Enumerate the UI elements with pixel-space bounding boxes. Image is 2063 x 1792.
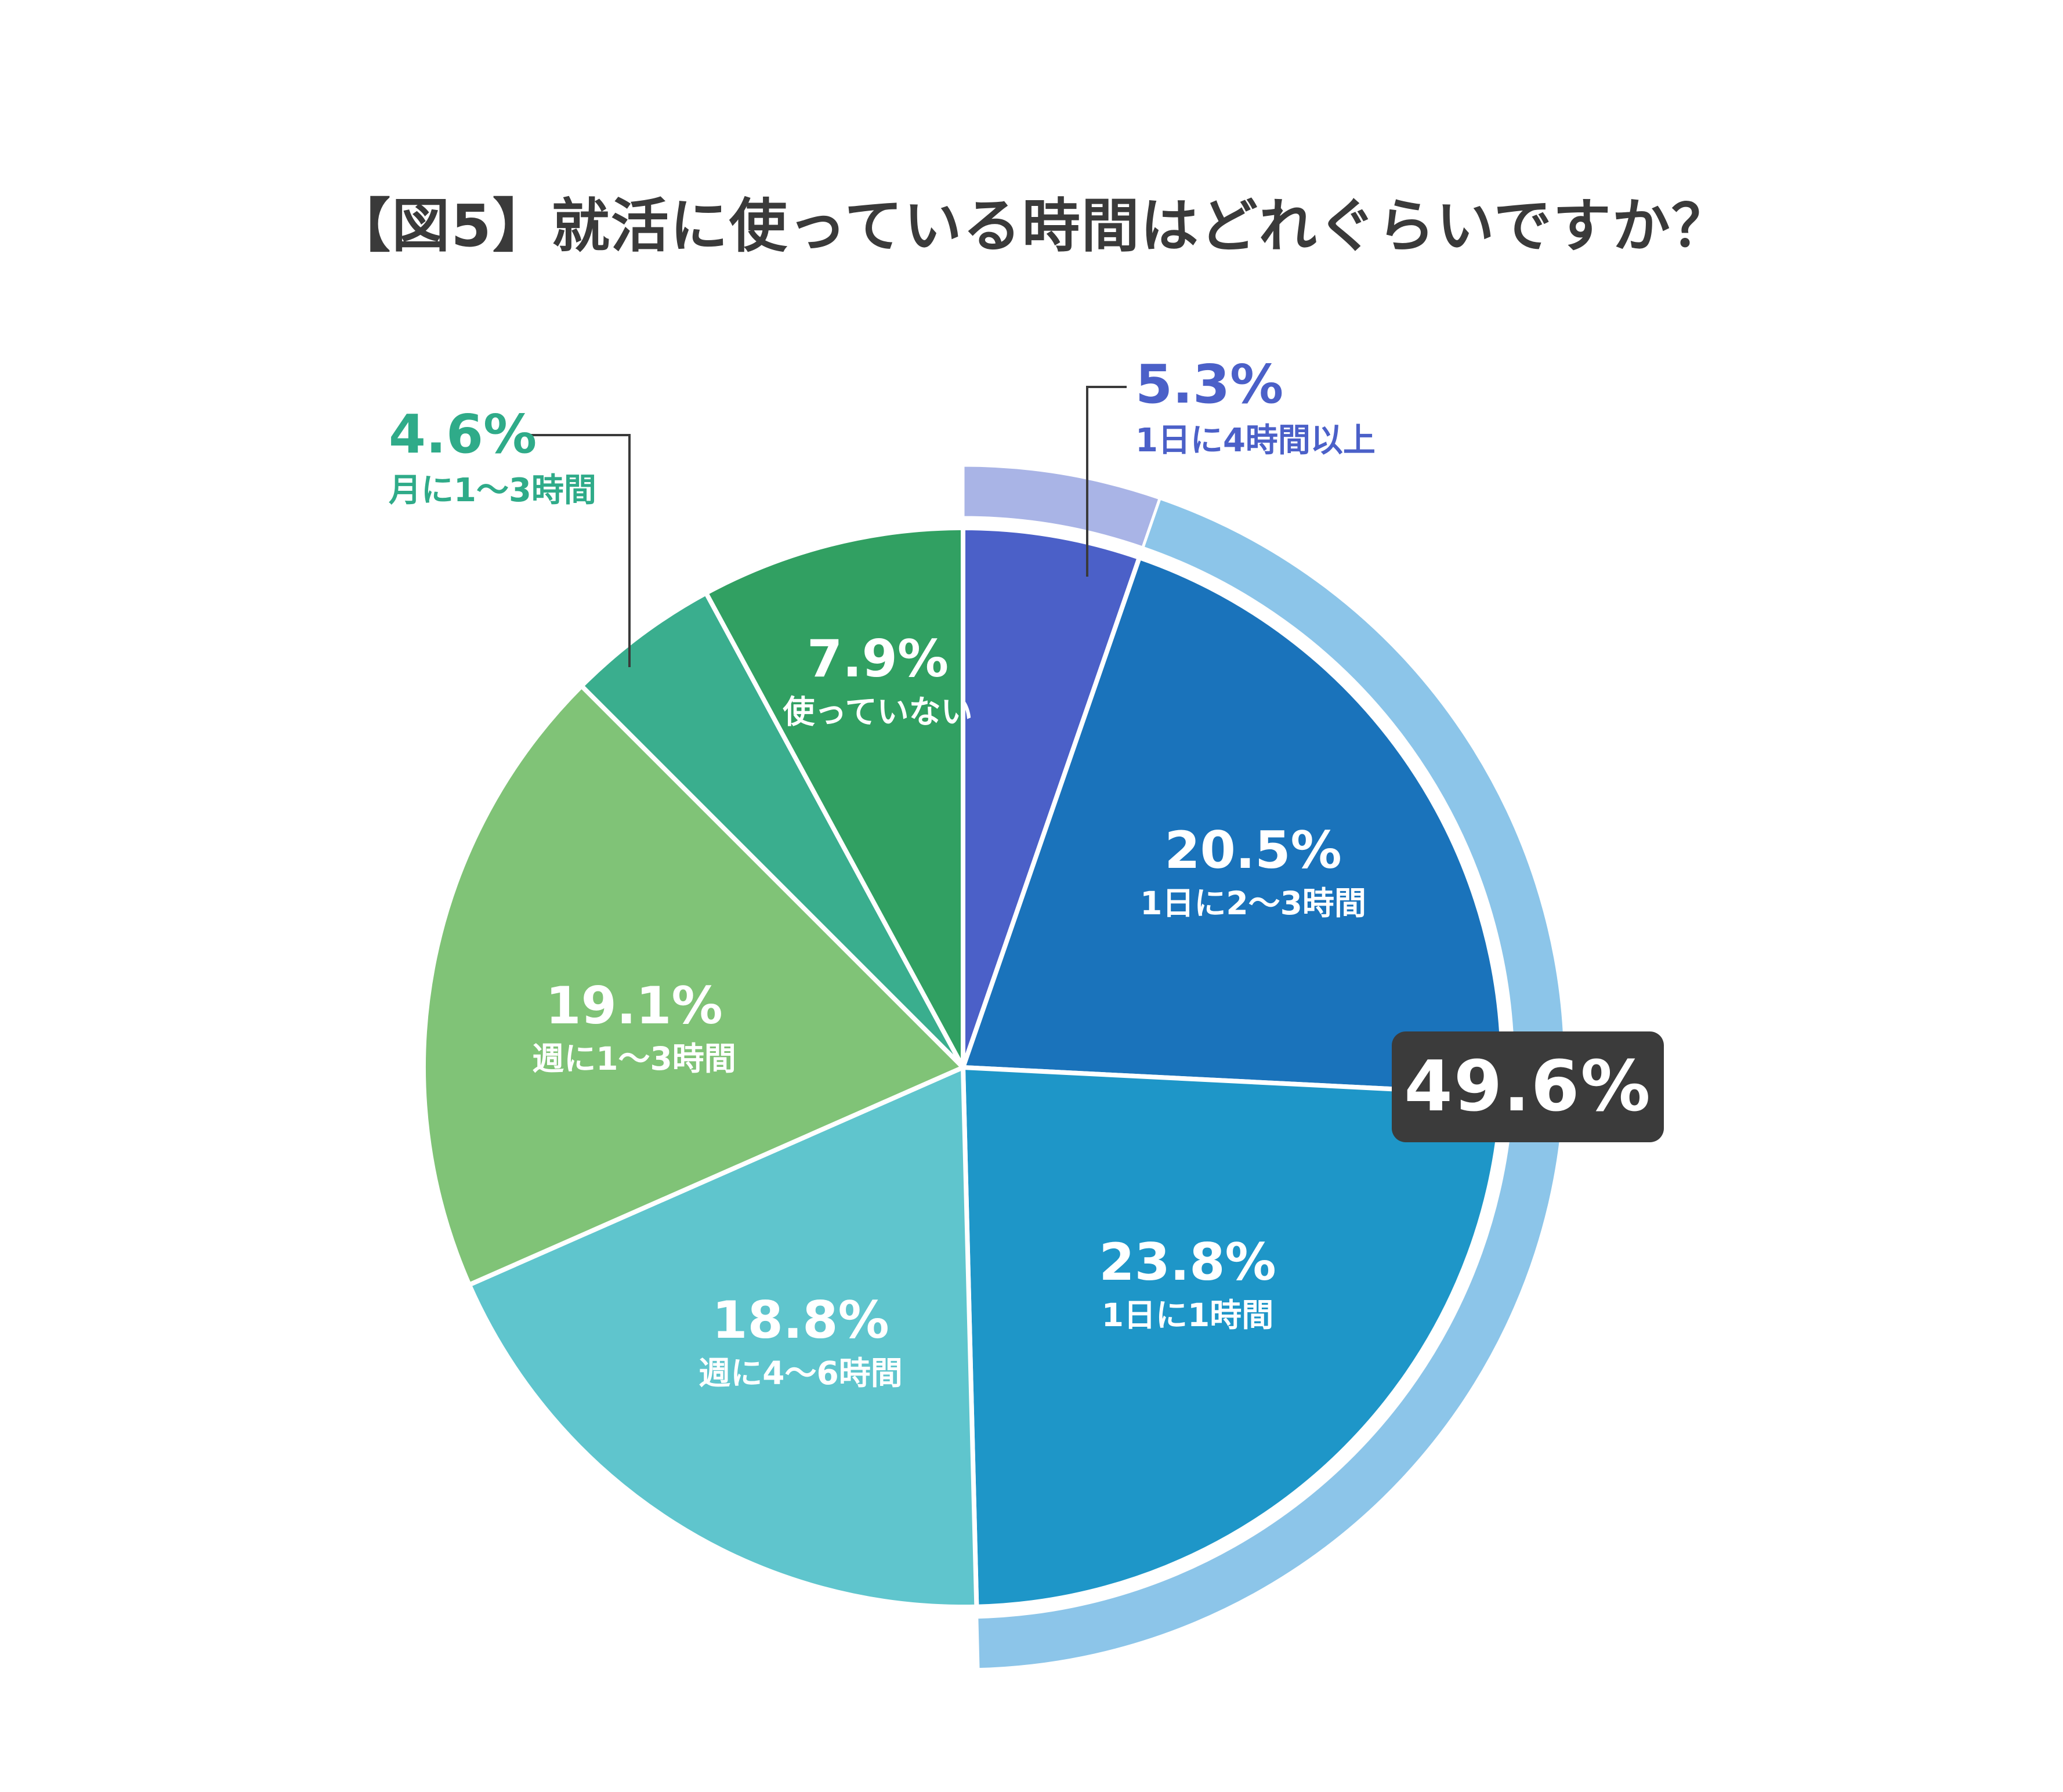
pie-slice-3 — [466, 1065, 979, 1610]
pie-slice-6 — [704, 526, 965, 1070]
slice-name-not-using: 使っていない — [783, 693, 973, 731]
slice-label-1-3h-per-week: 19.1% 週に1〜3時間 — [532, 978, 736, 1079]
highlight-badge-value: 49.6% — [1404, 1047, 1652, 1127]
slice-pct-1h-per-day: 23.8% — [1099, 1232, 1276, 1293]
slice-name-1-3h-per-week: 週に1〜3時間 — [532, 1040, 736, 1078]
chart-title: 【図5】就活に使っている時間はどれぐらいですか？ — [332, 192, 1731, 260]
slice-label-2-3h-per-day: 20.5% 1日に2〜3時間 — [1140, 820, 1366, 924]
slice-pct-1-3h-per-week: 19.1% — [545, 976, 723, 1036]
slice-label-4h-per-day: 5.3% 1日に4時間以上 — [1135, 355, 1376, 461]
highlight-arc-segment-2 — [975, 1094, 1566, 1671]
slice-label-1h-per-day: 23.8% 1日に1時間 — [1099, 1232, 1276, 1335]
slice-label-not-using: 7.9% 使っていない — [783, 631, 972, 732]
slice-name-1h-per-day: 1日に1時間 — [1101, 1297, 1274, 1334]
slice-pct-1-3h-per-month: 4.6% — [389, 403, 537, 465]
pie-slice-1 — [961, 555, 1505, 1097]
slice-pct-4-6h-per-week: 18.8% — [712, 1290, 889, 1351]
callout-line-4h-per-day — [1086, 386, 1127, 577]
slice-pct-not-using: 7.9% — [806, 629, 949, 689]
callout-line-1-3h-per-month — [525, 434, 631, 667]
slice-label-4-6h-per-week: 18.8% 週に4〜6時間 — [698, 1290, 903, 1393]
pie-slices — [421, 526, 1505, 1610]
slice-name-4h-per-day: 1日に4時間以上 — [1135, 422, 1376, 460]
slice-pct-4h-per-day: 5.3% — [1135, 353, 1284, 415]
slice-name-2-3h-per-day: 1日に2〜3時間 — [1140, 885, 1366, 922]
highlight-badge: 49.6% — [1392, 1031, 1664, 1142]
slice-name-1-3h-per-month: 月に1〜3時間 — [389, 472, 596, 510]
pie-slice-4 — [421, 683, 965, 1287]
callout-lines — [525, 386, 1127, 667]
pie-slice-0 — [961, 526, 1142, 1070]
slice-label-1-3h-per-month: 4.6% 月に1〜3時間 — [389, 405, 596, 511]
slice-name-4-6h-per-week: 週に4〜6時間 — [698, 1355, 903, 1392]
pie-slice-5 — [579, 591, 965, 1070]
slice-pct-2-3h-per-day: 20.5% — [1164, 820, 1342, 881]
pie-slice-2 — [961, 1065, 1504, 1609]
